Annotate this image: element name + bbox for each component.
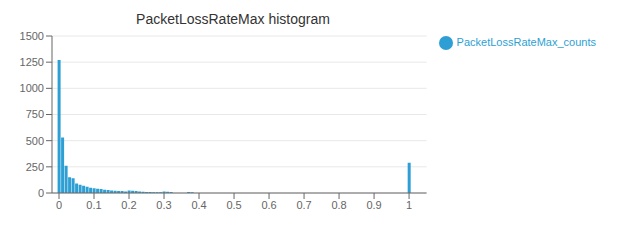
svg-text:0.9: 0.9 bbox=[366, 199, 381, 211]
svg-text:0.1: 0.1 bbox=[86, 199, 101, 211]
svg-text:0: 0 bbox=[38, 187, 44, 199]
svg-text:0.3: 0.3 bbox=[156, 199, 171, 211]
svg-text:0.5: 0.5 bbox=[226, 199, 241, 211]
svg-text:1250: 1250 bbox=[20, 56, 44, 68]
svg-text:500: 500 bbox=[26, 135, 44, 147]
svg-text:750: 750 bbox=[26, 108, 44, 120]
svg-text:0.4: 0.4 bbox=[191, 199, 206, 211]
svg-text:0.8: 0.8 bbox=[331, 199, 346, 211]
html-text:PacketLossRateMax_counts: PacketLossRateMax_counts bbox=[456, 36, 596, 48]
svg-text:0.6: 0.6 bbox=[261, 199, 276, 211]
svg-text:1500: 1500 bbox=[20, 30, 44, 42]
html-text:PacketLossRateMax histogram: PacketLossRateMax histogram bbox=[136, 11, 330, 27]
svg-text:1: 1 bbox=[406, 199, 412, 211]
svg-text:1000: 1000 bbox=[20, 82, 44, 94]
svg-text:0.7: 0.7 bbox=[296, 199, 311, 211]
svg-text:0: 0 bbox=[56, 199, 62, 211]
svg-text:0.2: 0.2 bbox=[121, 199, 136, 211]
svg-text:250: 250 bbox=[26, 161, 44, 173]
